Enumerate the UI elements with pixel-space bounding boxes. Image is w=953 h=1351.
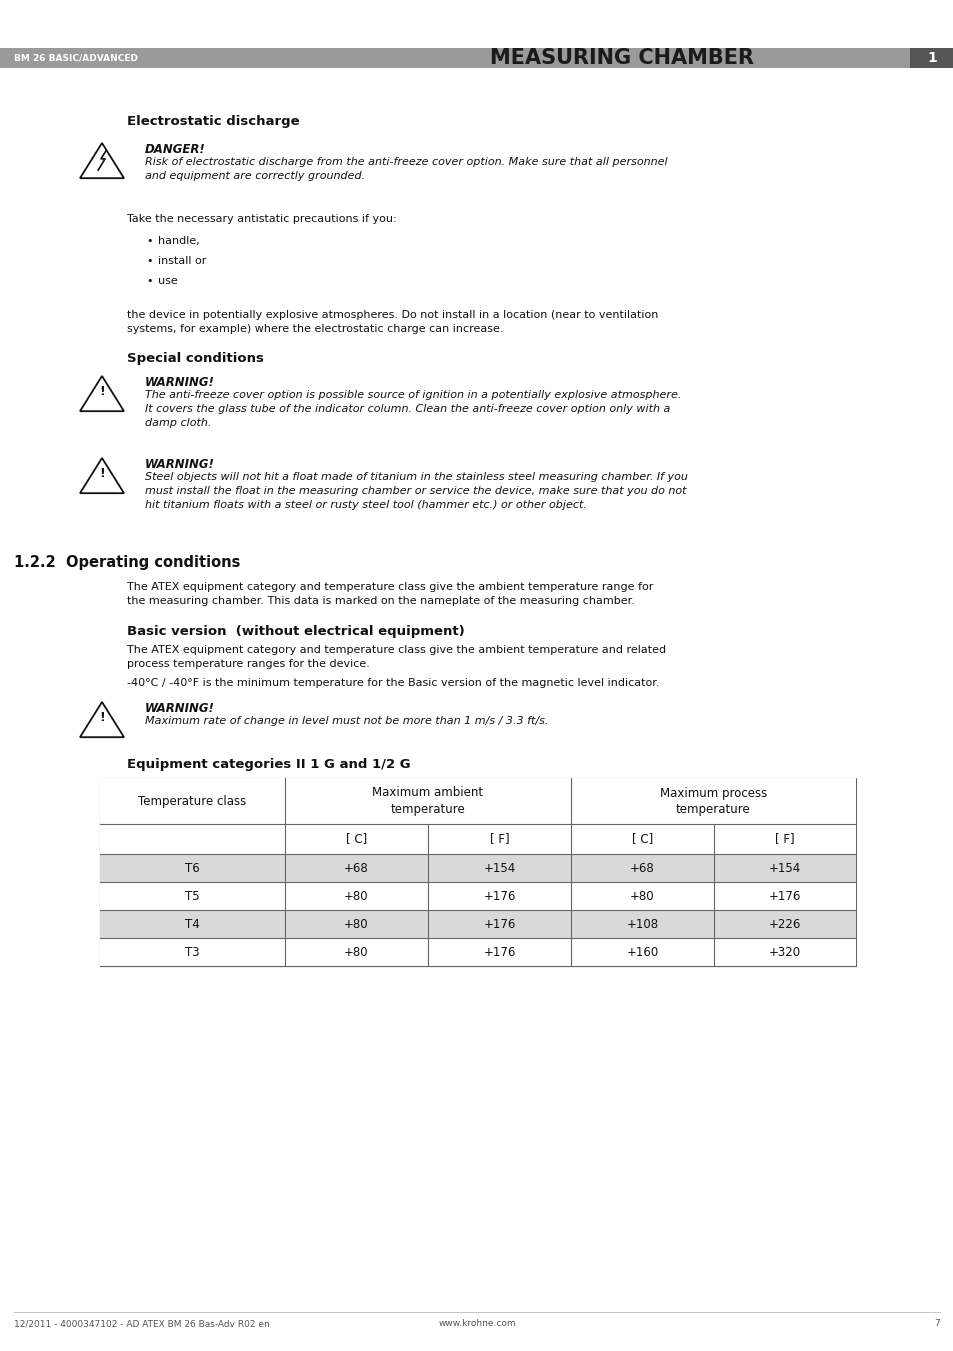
Bar	[100, 882, 855, 911]
Text: [ F]: [ F]	[775, 832, 794, 846]
Text: T6: T6	[185, 862, 200, 874]
Text: +176: +176	[483, 917, 516, 931]
Polygon shape	[80, 703, 124, 738]
Text: [ C]: [ C]	[631, 832, 653, 846]
Text: The ATEX equipment category and temperature class give the ambient temperature r: The ATEX equipment category and temperat…	[127, 582, 653, 607]
Bar	[100, 911, 855, 938]
Text: 7: 7	[933, 1320, 939, 1328]
Text: [ F]: [ F]	[489, 832, 509, 846]
Bar	[100, 778, 855, 824]
Text: 1: 1	[926, 51, 936, 65]
Text: T3: T3	[185, 946, 199, 958]
Text: Risk of electrostatic discharge from the anti-freeze cover option. Make sure tha: Risk of electrostatic discharge from the…	[145, 157, 667, 181]
Text: +176: +176	[483, 889, 516, 902]
Text: •: •	[146, 236, 152, 246]
Text: +154: +154	[768, 862, 801, 874]
Text: Equipment categories II 1 G and 1/2 G: Equipment categories II 1 G and 1/2 G	[127, 758, 410, 771]
Text: +80: +80	[344, 917, 369, 931]
Polygon shape	[80, 143, 124, 178]
Text: BM 26 BASIC/ADVANCED: BM 26 BASIC/ADVANCED	[14, 54, 138, 62]
Text: •: •	[146, 255, 152, 266]
Text: +80: +80	[344, 889, 369, 902]
Text: The ATEX equipment category and temperature class give the ambient temperature a: The ATEX equipment category and temperat…	[127, 644, 665, 669]
Text: 1.2.2  Operating conditions: 1.2.2 Operating conditions	[14, 555, 240, 570]
Text: Special conditions: Special conditions	[127, 353, 264, 365]
Text: Take the necessary antistatic precautions if you:: Take the necessary antistatic precaution…	[127, 213, 396, 224]
Text: handle,: handle,	[158, 236, 199, 246]
Text: [ C]: [ C]	[346, 832, 367, 846]
Text: use: use	[158, 276, 177, 286]
Text: Maximum process
temperature: Maximum process temperature	[659, 786, 766, 816]
Text: T4: T4	[185, 917, 200, 931]
Text: 12/2011 - 4000347102 - AD ATEX BM 26 Bas-Adv R02 en: 12/2011 - 4000347102 - AD ATEX BM 26 Bas…	[14, 1320, 270, 1328]
Text: the device in potentially explosive atmospheres. Do not install in a location (n: the device in potentially explosive atmo…	[127, 309, 658, 334]
Text: DANGER!: DANGER!	[145, 143, 206, 155]
Text: install or: install or	[158, 255, 206, 266]
Text: +68: +68	[344, 862, 369, 874]
Text: WARNING!: WARNING!	[145, 458, 214, 471]
Polygon shape	[80, 376, 124, 411]
Text: !: !	[99, 385, 105, 399]
Text: www.krohne.com: www.krohne.com	[437, 1320, 516, 1328]
Text: +68: +68	[630, 862, 654, 874]
Text: MEASURING CHAMBER: MEASURING CHAMBER	[490, 49, 753, 68]
Text: +108: +108	[626, 917, 658, 931]
Bar	[0, 49, 953, 68]
Bar	[909, 49, 953, 68]
Text: +320: +320	[768, 946, 801, 958]
Text: !: !	[99, 712, 105, 724]
Text: +176: +176	[483, 946, 516, 958]
Text: WARNING!: WARNING!	[145, 376, 214, 389]
Text: Temperature class: Temperature class	[138, 794, 247, 808]
Text: The anti-freeze cover option is possible source of ignition in a potentially exp: The anti-freeze cover option is possible…	[145, 390, 680, 428]
Text: !: !	[99, 467, 105, 481]
Text: -40°C / -40°F is the minimum temperature for the Basic version of the magnetic l: -40°C / -40°F is the minimum temperature…	[127, 678, 659, 688]
Text: +226: +226	[768, 917, 801, 931]
Text: Maximum ambient
temperature: Maximum ambient temperature	[372, 786, 483, 816]
Bar	[100, 824, 855, 854]
Text: Electrostatic discharge: Electrostatic discharge	[127, 115, 299, 128]
Text: +160: +160	[626, 946, 658, 958]
Polygon shape	[80, 458, 124, 493]
Text: Basic version  (without electrical equipment): Basic version (without electrical equipm…	[127, 626, 464, 638]
Text: T5: T5	[185, 889, 199, 902]
Text: WARNING!: WARNING!	[145, 703, 214, 715]
Bar	[100, 778, 855, 966]
Text: +176: +176	[768, 889, 801, 902]
Text: +80: +80	[630, 889, 654, 902]
Bar	[100, 938, 855, 966]
Text: •: •	[146, 276, 152, 286]
Text: Steel objects will not hit a float made of titanium in the stainless steel measu: Steel objects will not hit a float made …	[145, 471, 687, 509]
Text: +154: +154	[483, 862, 515, 874]
Text: +80: +80	[344, 946, 369, 958]
Text: Maximum rate of change in level must not be more than 1 m/s / 3.3 ft/s.: Maximum rate of change in level must not…	[145, 716, 548, 725]
Bar	[100, 854, 855, 882]
